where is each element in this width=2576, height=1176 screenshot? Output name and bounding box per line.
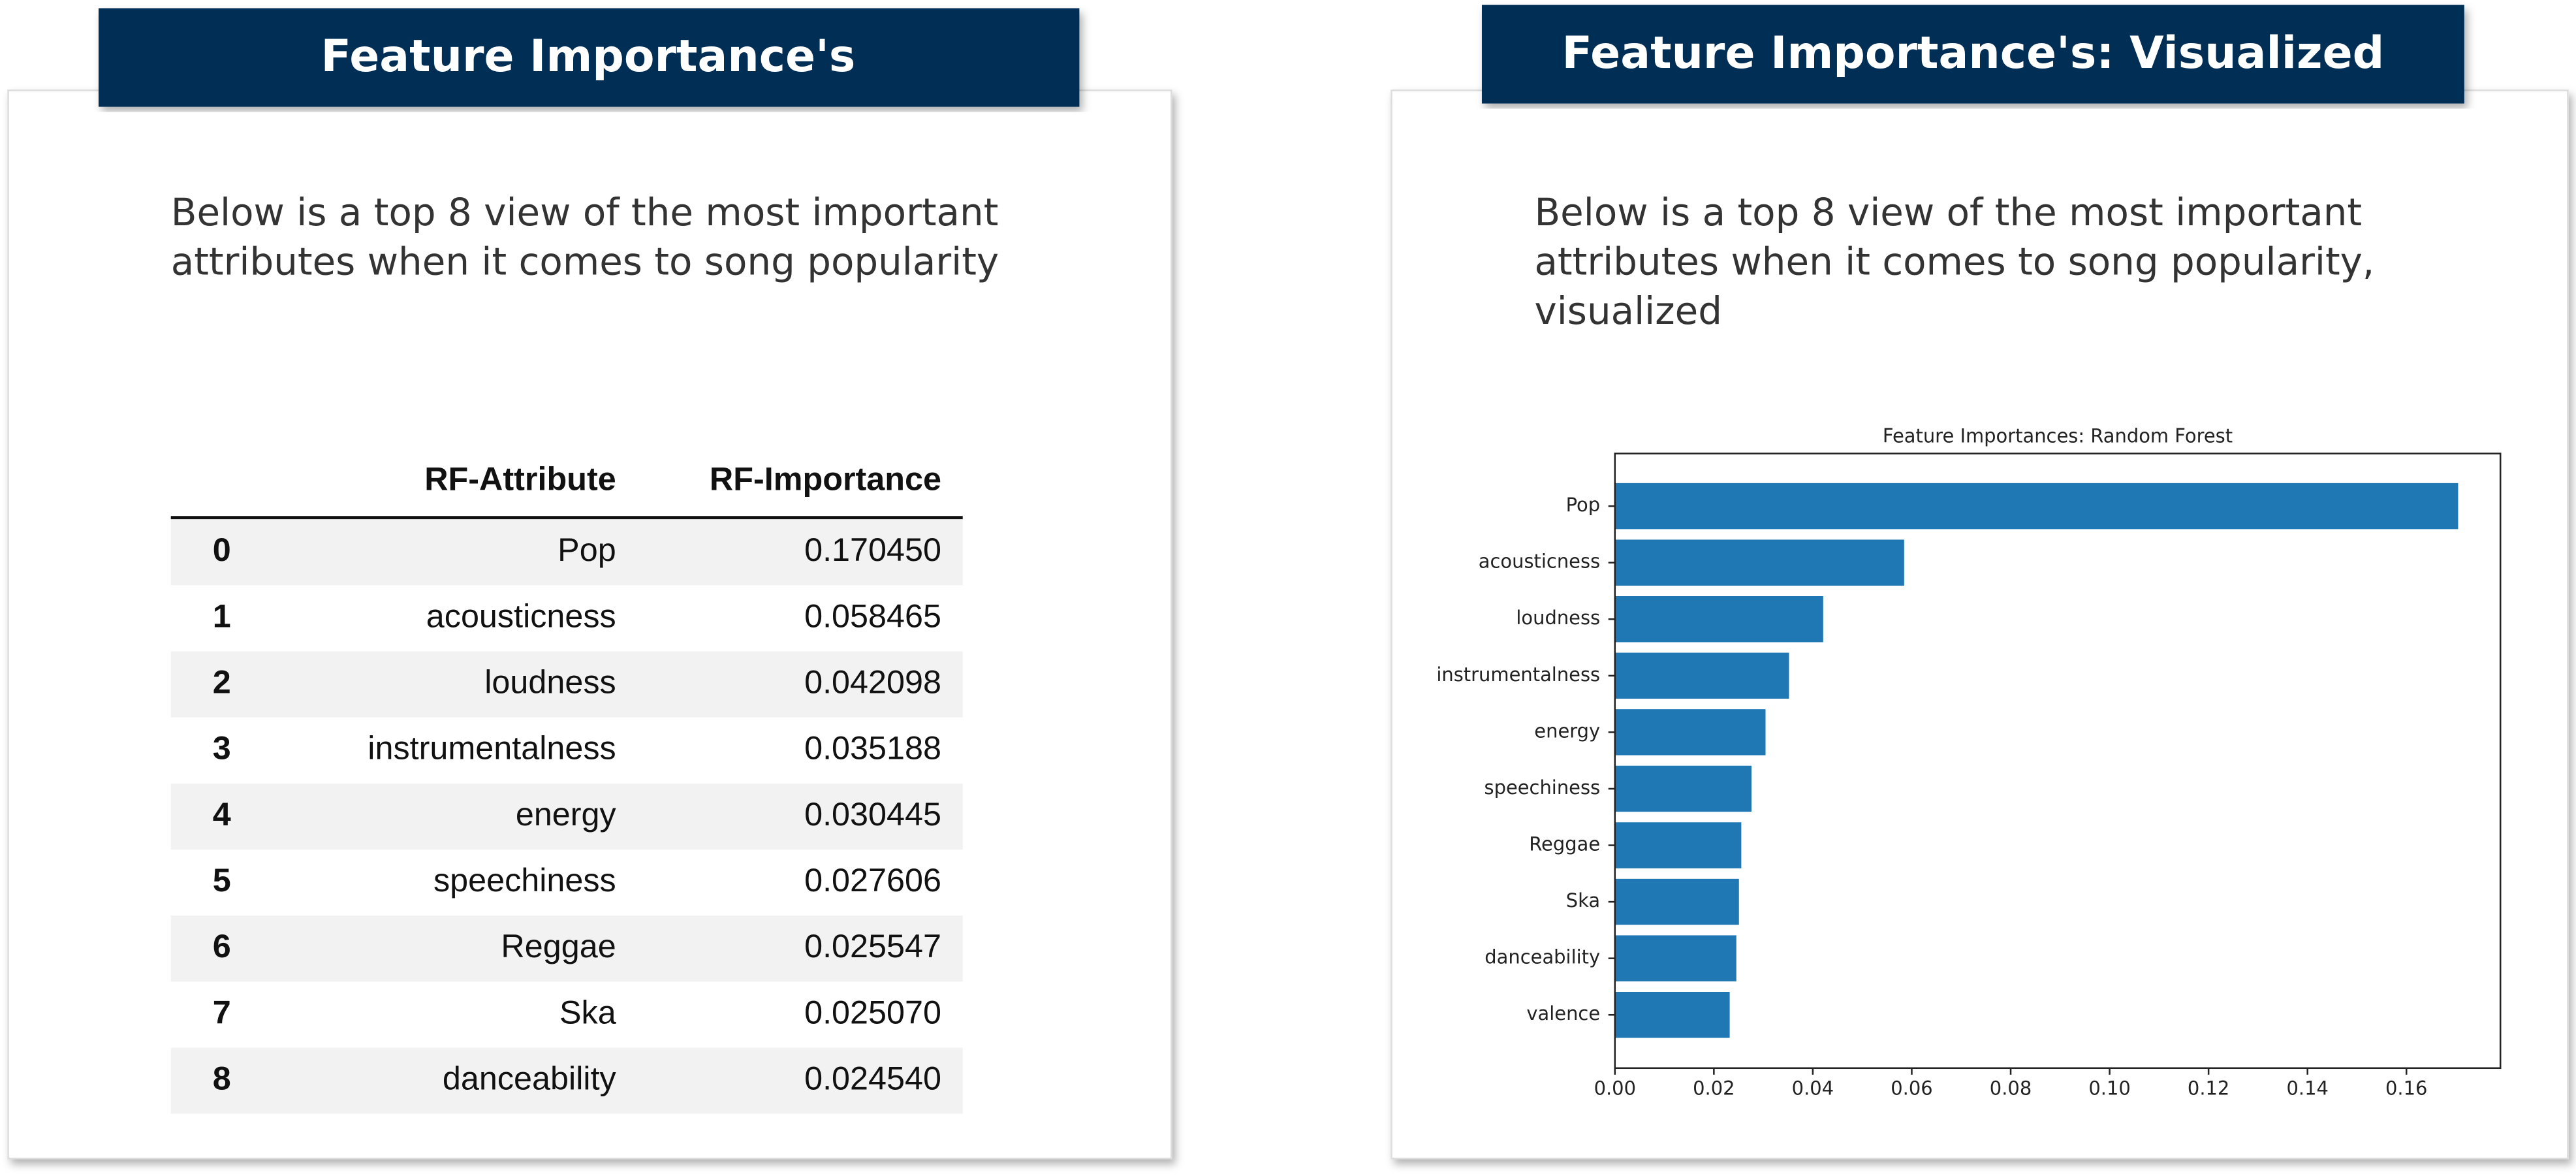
left-header bbox=[99, 8, 1080, 107]
importance-cell: 0.170450 bbox=[804, 531, 941, 568]
description-line: attributes when it comes to song popular… bbox=[171, 239, 999, 283]
attribute-cell: speechiness bbox=[433, 861, 616, 898]
importance-cell: 0.027606 bbox=[804, 861, 941, 898]
column-header: RF-Importance bbox=[710, 460, 941, 498]
row-stripe bbox=[170, 783, 963, 850]
bar bbox=[1614, 822, 1742, 868]
row-stripe bbox=[170, 651, 963, 718]
bar bbox=[1614, 765, 1751, 812]
description-line: visualized bbox=[1534, 289, 1722, 333]
row-stripe bbox=[170, 915, 963, 982]
bar bbox=[1614, 935, 1736, 981]
attribute-cell: danceability bbox=[443, 1059, 617, 1096]
right-card bbox=[1390, 89, 2569, 1160]
x-tick-label: 0.06 bbox=[1891, 1077, 1932, 1099]
plot-frame bbox=[1614, 453, 2502, 1070]
attribute-cell: acousticness bbox=[426, 597, 616, 634]
attribute-cell: Ska bbox=[559, 993, 616, 1030]
importance-cell: 0.035188 bbox=[804, 729, 941, 767]
right-title: Feature Importance's: Visualized bbox=[1562, 27, 2385, 79]
x-tick-label: 0.14 bbox=[2286, 1077, 2328, 1099]
attribute-cell: loudness bbox=[484, 663, 616, 700]
y-tick-label: energy bbox=[1534, 720, 1600, 742]
row-index: 4 bbox=[213, 795, 231, 833]
row-index: 8 bbox=[213, 1059, 231, 1096]
row-stripe bbox=[170, 1047, 963, 1114]
importance-cell: 0.058465 bbox=[804, 597, 941, 634]
y-tick-label: loudness bbox=[1516, 607, 1600, 629]
attribute-cell: Reggae bbox=[501, 927, 616, 964]
y-tick-label: Reggae bbox=[1529, 833, 1600, 855]
bar bbox=[1614, 596, 1823, 643]
x-tick-label: 0.08 bbox=[1990, 1077, 2032, 1099]
description-line: attributes when it comes to song popular… bbox=[1534, 239, 2374, 283]
importance-cell: 0.042098 bbox=[804, 663, 941, 700]
row-index: 1 bbox=[213, 597, 231, 634]
bar bbox=[1614, 539, 1904, 586]
importance-cell: 0.030445 bbox=[804, 795, 941, 833]
y-tick-label: acousticness bbox=[1479, 550, 1600, 573]
bar bbox=[1614, 991, 1730, 1038]
attribute-cell: instrumentalness bbox=[368, 729, 616, 767]
y-tick-label: instrumentalness bbox=[1436, 663, 1600, 686]
y-tick-label: Pop bbox=[1566, 494, 1601, 516]
y-tick-label: danceability bbox=[1484, 946, 1600, 968]
description-line: Below is a top 8 view of the most import… bbox=[1534, 190, 2362, 234]
right-header bbox=[1481, 5, 2464, 104]
column-header: RF-Attribute bbox=[424, 460, 616, 498]
bar bbox=[1614, 709, 1766, 755]
row-stripe bbox=[170, 519, 963, 586]
y-tick-label: Ska bbox=[1566, 889, 1600, 912]
y-tick-label: valence bbox=[1526, 1002, 1600, 1025]
importance-cell: 0.025070 bbox=[804, 993, 941, 1030]
content: Below is a top 8 view of the most import… bbox=[170, 190, 2502, 1114]
row-index: 0 bbox=[213, 531, 231, 568]
description-line: Below is a top 8 view of the most import… bbox=[171, 190, 999, 234]
x-tick-label: 0.02 bbox=[1693, 1077, 1735, 1099]
importance-cell: 0.025547 bbox=[804, 927, 941, 964]
bar bbox=[1614, 483, 2458, 530]
x-tick-label: 0.10 bbox=[2088, 1077, 2130, 1099]
left-title: Feature Importance's bbox=[321, 31, 856, 82]
row-index: 5 bbox=[213, 861, 231, 898]
importance-cell: 0.024540 bbox=[804, 1059, 941, 1096]
row-index: 7 bbox=[213, 993, 231, 1030]
row-index: 3 bbox=[213, 729, 231, 767]
x-tick-label: 0.16 bbox=[2385, 1077, 2427, 1099]
chart-title: Feature Importances: Random Forest bbox=[1883, 424, 2233, 447]
x-tick-label: 0.12 bbox=[2188, 1077, 2229, 1099]
attribute-cell: Pop bbox=[558, 531, 616, 568]
row-index: 6 bbox=[213, 927, 231, 964]
x-tick-label: 0.00 bbox=[1594, 1077, 1636, 1099]
row-index: 2 bbox=[213, 663, 231, 700]
bar bbox=[1614, 652, 1789, 699]
bar bbox=[1614, 878, 1739, 925]
x-tick-label: 0.04 bbox=[1792, 1077, 1834, 1099]
attribute-cell: energy bbox=[516, 795, 617, 833]
y-tick-label: speechiness bbox=[1484, 776, 1601, 799]
